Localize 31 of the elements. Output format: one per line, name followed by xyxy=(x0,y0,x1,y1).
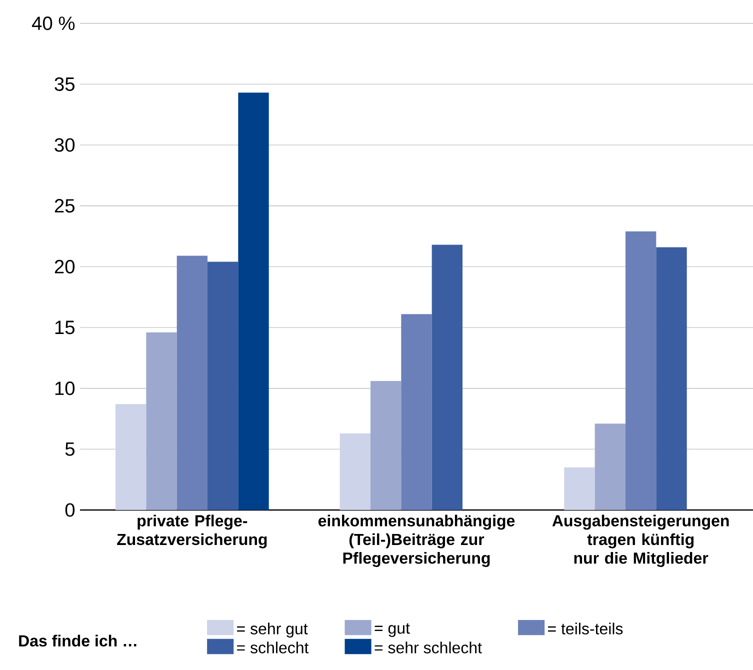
legend-label: = sehr schlecht xyxy=(374,642,482,654)
bar xyxy=(208,262,238,510)
y-tick-label: 30 xyxy=(54,138,75,152)
y-tick-label: 40 % xyxy=(32,16,75,30)
bar xyxy=(116,404,146,510)
x-tick-label: einkommensunabhängige (Teil-)Beiträge zur Pflegeversicherung xyxy=(318,514,515,568)
bar xyxy=(594,424,626,510)
bar xyxy=(340,433,371,510)
y-tick-label: 25 xyxy=(54,199,74,213)
legend-label: = gut xyxy=(374,623,410,637)
legend-label: = teils-teils xyxy=(548,622,623,634)
bar xyxy=(401,314,432,510)
bar xyxy=(146,332,177,510)
y-tick-label: 35 xyxy=(54,77,74,91)
bar xyxy=(432,244,462,510)
x-tick-label: private Pflege-Zusatzversicherung xyxy=(117,514,267,548)
bar xyxy=(656,247,687,510)
y-tick-label: 5 xyxy=(65,442,74,456)
y-tick-label: 10 xyxy=(55,382,75,396)
x-tick-label: Ausgabensteigerungen tragen künftig nur die Mitglieder xyxy=(552,514,729,568)
bar xyxy=(176,256,208,510)
bar xyxy=(564,467,595,510)
bar xyxy=(370,381,402,510)
y-tick-label: 20 xyxy=(54,260,75,274)
bar xyxy=(626,231,656,510)
bar xyxy=(238,92,269,510)
y-tick-label: 15 xyxy=(55,320,74,334)
y-tick-label: 0 xyxy=(65,503,75,517)
legend-label: = sehr gut xyxy=(237,622,308,638)
legend-title: Das finde ich … xyxy=(19,634,136,647)
legend-label: = schlecht xyxy=(237,642,309,654)
